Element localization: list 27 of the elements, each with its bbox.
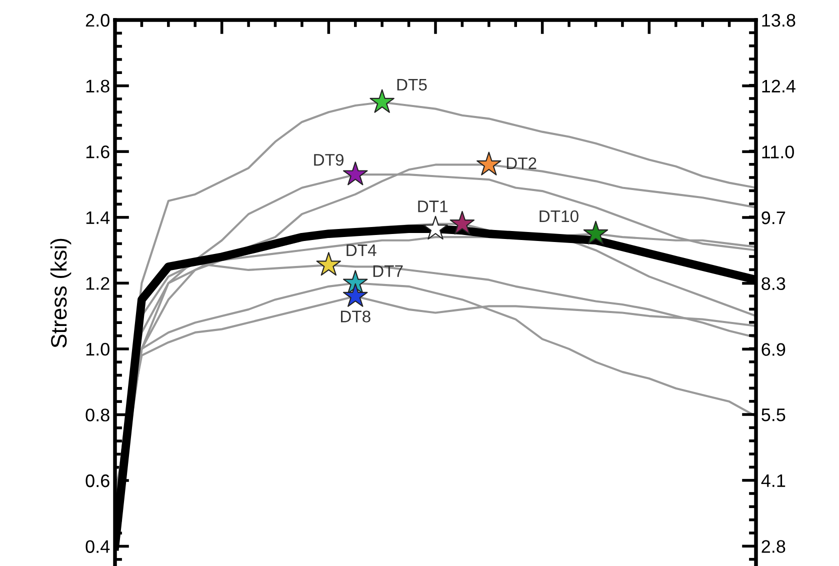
series-label: DT8: [341, 310, 370, 322]
y2-tick-label: 9.7: [762, 211, 786, 224]
y2-tick-label: 12.4: [762, 80, 796, 92]
series-label: DT1: [418, 200, 448, 212]
series-label: DT4: [346, 244, 376, 256]
series-label: DT9: [314, 154, 344, 166]
y2-tick-label: 8.3: [762, 277, 786, 290]
series-label: DT7: [373, 265, 403, 277]
y2-tick-label: 11.0: [762, 146, 794, 158]
y-tick-label: 1.6: [86, 146, 110, 158]
series-label: DT5: [397, 78, 427, 91]
y-axis-title: Stress (ksi): [50, 238, 72, 348]
y-tick-label: 0.8: [86, 408, 110, 422]
y-tick-label: 0.6: [86, 474, 110, 488]
y2-tick-label: 4.1: [761, 474, 786, 487]
y-tick-label: 1.4: [86, 211, 110, 224]
y-tick-label: 0.4: [86, 540, 110, 553]
y2-tick-label: 6.9: [762, 343, 786, 356]
y2-tick-label: 5.5: [762, 408, 786, 422]
y-tick-label: 1.2: [86, 277, 110, 290]
y2-tick-label: 13.8: [762, 14, 796, 27]
series-label: DT2: [506, 157, 536, 170]
y-tick-label: 1.0: [86, 342, 110, 356]
y-tick-label: 1.8: [86, 80, 110, 93]
y-tick-label: 2.0: [86, 14, 110, 27]
y2-tick-label: 2.8: [762, 540, 786, 553]
series-label: DT10: [540, 210, 578, 222]
